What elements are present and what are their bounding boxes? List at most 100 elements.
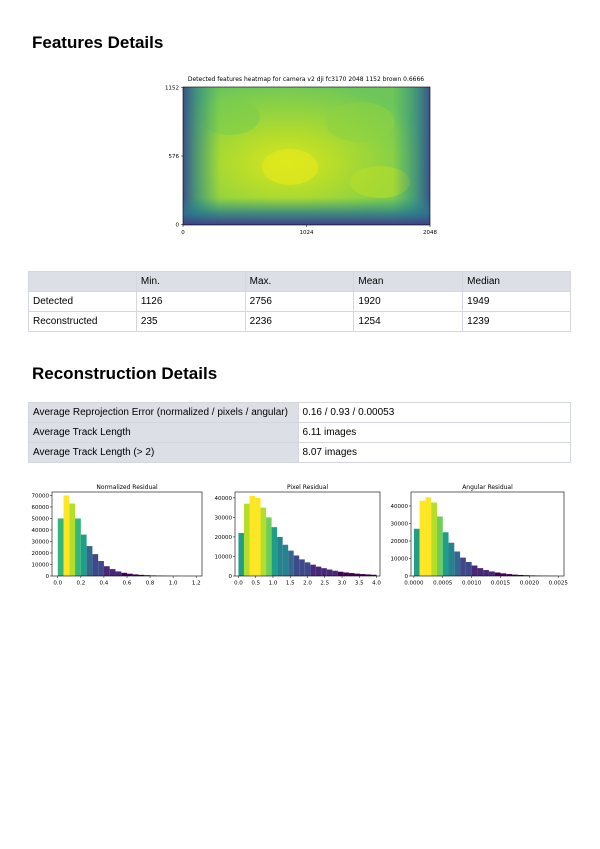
table-label-cell: Average Track Length	[28, 422, 299, 443]
table-header-cell: Median	[462, 271, 571, 292]
y-tick-label: 30000	[32, 539, 50, 545]
table-cell: 0.16 / 0.93 / 0.00053	[297, 402, 572, 423]
histogram-title: Angular Residual	[462, 484, 513, 491]
table-cell: 2236	[244, 311, 355, 332]
histogram-bar	[299, 559, 305, 576]
heatmap-x-axis: 0 1024 2048	[181, 225, 437, 236]
x-tick-label: 0.0	[234, 581, 243, 587]
x-tick-label: 0.4	[100, 581, 109, 587]
table-cell: Detected	[28, 291, 137, 312]
features-heatmap: Detected features heatmap for camera v2 …	[165, 76, 437, 236]
histogram-bar	[517, 574, 524, 576]
y-tick-label: 10000	[391, 557, 409, 563]
table-row: Reconstructed 235 2236 1254 1239	[28, 311, 571, 332]
x-tick-label: 1.0	[169, 581, 178, 587]
angular-residual-histogram: Angular Residual 0.0000 0.0005 0.0010 0.0015…	[391, 484, 569, 587]
x-tick-label: 2.0	[303, 581, 312, 587]
x-tick-label: 3.5	[355, 581, 364, 587]
histogram-bar	[359, 574, 366, 576]
table-header-cell: Max.	[244, 271, 355, 292]
histogram-bar	[506, 574, 513, 576]
y-tick-label: 10000	[215, 554, 233, 560]
x-tick-label: 0.2	[76, 581, 85, 587]
x-tick-label: 0.8	[146, 581, 155, 587]
y-tick-label: 40000	[215, 496, 233, 502]
heatmap-y-tick: 0	[176, 223, 180, 229]
histogram-bar	[75, 518, 81, 576]
y-tick-label: 40000	[32, 528, 50, 534]
histogram-bar	[277, 536, 283, 576]
histogram-bar	[92, 554, 99, 576]
histogram-bar	[57, 518, 64, 576]
histogram-bar	[343, 572, 349, 576]
histogram-bar	[266, 517, 272, 576]
heatmap-y-axis: 1152 576 0	[165, 86, 183, 229]
y-tick-label: 60000	[32, 505, 50, 511]
histogram-bar	[144, 575, 151, 576]
histogram-bar	[500, 573, 507, 576]
y-tick-label: 20000	[391, 539, 409, 545]
table-header-cell	[28, 271, 137, 292]
x-tick-label: 0.0005	[433, 581, 453, 587]
histogram-bar	[80, 534, 87, 576]
histogram-bar	[348, 573, 355, 576]
histogram-bar	[63, 495, 70, 576]
histogram-bar	[448, 542, 455, 576]
histogram-bar	[483, 570, 489, 576]
x-tick-label: 0.0015	[491, 581, 511, 587]
table-cell: Reconstructed	[28, 311, 137, 332]
histogram-bar	[431, 502, 437, 576]
y-tick-label: 40000	[391, 504, 409, 510]
table-row: Average Track Length 6.11 images	[28, 422, 572, 443]
x-tick-label: 4.0	[372, 581, 381, 587]
normalized-residual-histogram: Normalized Residual 0.0 0.2 0.4 0.6 0.8 1.0 1.2…	[32, 484, 203, 587]
heatmap-x-tick: 0	[181, 230, 185, 236]
histogram-bar	[98, 561, 104, 576]
histogram-bar	[288, 550, 294, 576]
histogram-bar	[310, 564, 316, 576]
histogram-title: Pixel Residual	[287, 484, 328, 491]
reconstruction-table: Average Reprojection Error (normalized /…	[28, 402, 572, 463]
histogram-bar	[332, 570, 338, 576]
histogram-bar	[454, 551, 461, 576]
histogram-bar	[465, 562, 472, 576]
x-tick-label: 3.0	[338, 581, 347, 587]
y-tick-label: 20000	[32, 551, 50, 557]
histogram-bar	[103, 566, 110, 576]
histogram-bar	[337, 571, 344, 576]
histogram-bar	[425, 497, 432, 576]
histogram-bar	[132, 574, 139, 576]
table-row: Average Reprojection Error (normalized /…	[28, 402, 572, 423]
histogram-bar	[413, 528, 420, 576]
reconstruction-details-title: Reconstruction Details	[32, 364, 218, 383]
heatmap-y-tick: 576	[169, 154, 180, 160]
histogram-bar	[488, 571, 495, 576]
table-row: Detected 1126 2756 1920 1949	[28, 291, 571, 312]
heatmap-y-tick: 1152	[165, 86, 179, 92]
y-tick-label: 0	[405, 574, 409, 580]
table-cell: 8.07 images	[297, 442, 572, 463]
y-tick-label: 10000	[32, 562, 50, 568]
histogram-bar	[471, 565, 478, 576]
histogram-bar	[138, 574, 145, 576]
table-label-cell: Average Track Length (> 2)	[28, 442, 299, 463]
x-tick-label: 1.2	[192, 581, 201, 587]
histogram-bar	[315, 566, 322, 576]
histogram-bar	[304, 562, 311, 576]
x-tick-label: 0.0025	[549, 581, 569, 587]
heatmap-x-tick: 1024	[300, 230, 314, 236]
table-cell: 235	[135, 311, 246, 332]
heatmap-plot	[182, 86, 431, 226]
y-tick-label: 0	[229, 574, 233, 580]
features-table: Min. Max. Mean Median Detected 1126 2756…	[28, 271, 571, 332]
histogram-bar	[512, 574, 518, 576]
histogram-bar	[477, 568, 484, 576]
table-header-cell: Mean	[353, 271, 464, 292]
histogram-bar	[86, 546, 93, 576]
table-cell: 2756	[244, 291, 355, 312]
y-tick-label: 30000	[215, 515, 233, 521]
table-header-cell: Min.	[135, 271, 246, 292]
histogram-bar	[121, 572, 127, 576]
y-tick-label: 50000	[32, 516, 50, 522]
features-details-title: Features Details	[32, 33, 164, 52]
